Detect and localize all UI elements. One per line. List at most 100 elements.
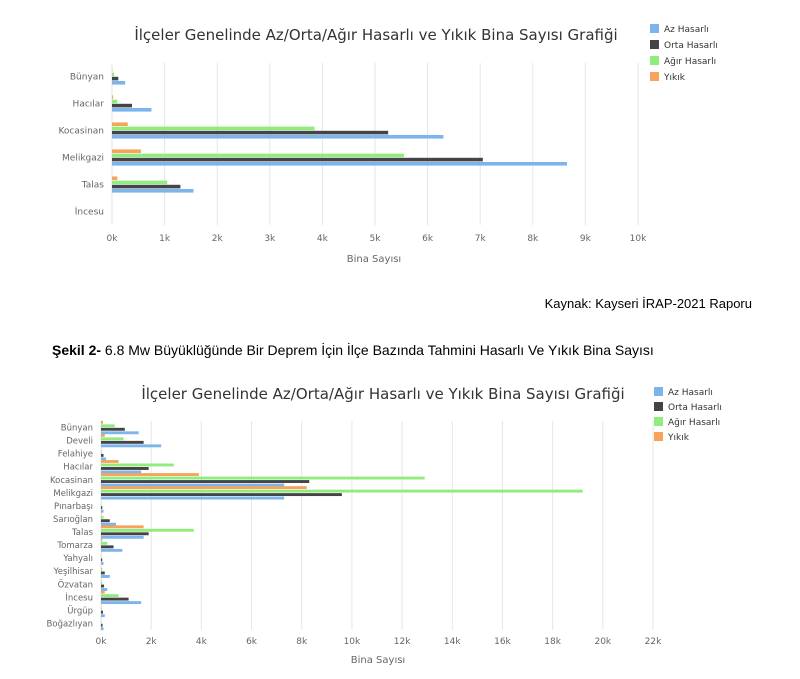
chart-1-category-label-incesu: İncesu <box>75 207 104 218</box>
chart-2-category-label-urgup: Ürgüp <box>67 605 93 616</box>
chart-2-bar-urgup-az-hasarli <box>101 614 105 618</box>
chart-2-bar-tomarza-az-hasarli <box>101 548 123 552</box>
chart-1-bar-kocasinan-orta-hasarli <box>112 130 389 135</box>
chart-2-legend-label-orta-hasarli: Orta Hasarlı <box>668 403 722 413</box>
figure-caption-text: 6.8 Mw Büyüklüğünde Bir Deprem İçin İlçe… <box>101 342 654 358</box>
chart-2-category-label-tomarza: Tomarza <box>56 541 93 551</box>
chart-1-category-label-talas: Talas <box>81 181 105 191</box>
chart-2-bar-melikgazi-yikik <box>101 486 307 490</box>
chart-2-bar-hacilar-yikik <box>101 460 119 463</box>
chart-1-x-tick-label: 1k <box>159 234 171 244</box>
chart-1-category-label-bunyan: Bünyan <box>70 73 104 83</box>
chart-2-category-label-talas: Talas <box>71 528 94 538</box>
figure-caption: Şekil 2- 6.8 Mw Büyüklüğünde Bir Deprem … <box>52 342 654 358</box>
chart-2-bar-felahiye-az-hasarli <box>101 457 107 461</box>
chart-2-bar-incesu-agir-hasarli <box>101 594 119 598</box>
chart-1-x-tick-label: 9k <box>580 234 592 244</box>
chart-2-x-tick-label: 8k <box>296 637 308 647</box>
chart-2-x-tick-label: 10k <box>344 637 361 647</box>
chart-2-bar-tomarza-agir-hasarli <box>101 541 108 545</box>
chart-2-legend-swatch-yikik <box>654 432 663 441</box>
chart-1-x-tick-label: 8k <box>527 234 539 244</box>
chart-2-category-label-incesu: İncesu <box>65 592 93 603</box>
chart-2-bar-talas-agir-hasarli <box>101 528 194 532</box>
chart-2-bar-melikgazi-orta-hasarli <box>101 493 342 497</box>
chart-2-bar-bogazliyan-az-hasarli <box>101 627 104 631</box>
chart-2-bar-sarioglan-yikik <box>101 512 102 516</box>
chart-2-x-tick-label: 0k <box>96 637 108 647</box>
chart-2-bar-bunyan-az-hasarli <box>101 431 139 435</box>
chart-2-bar-pinarbasi-az-hasarli <box>101 509 104 513</box>
chart-2-legend-label-agir-hasarli: Ağır Hasarlı <box>668 418 720 428</box>
chart-2-bar-incesu-orta-hasarli <box>101 597 129 601</box>
source-note: Kaynak: Kayseri İRAP-2021 Raporu <box>544 296 752 311</box>
chart-1-legend-swatch-agir-hasarli <box>650 56 659 65</box>
chart-1-bar-melikgazi-orta-hasarli <box>112 157 483 162</box>
chart-1-bar-hacilar-orta-hasarli <box>112 103 132 108</box>
chart-2-bar-incesu-az-hasarli <box>101 601 142 605</box>
chart-1-bar-hacilar-yikik <box>112 95 114 99</box>
chart-2-legend-label-yikik: Yıkık <box>667 433 690 443</box>
chart-2-bar-kocasinan-agir-hasarli <box>101 476 425 480</box>
chart-2-category-label-felahiye: Felahiye <box>58 450 93 460</box>
chart-1-x-tick-label: 7k <box>475 234 487 244</box>
chart-2-bar-yesilhisar-az-hasarli <box>101 575 110 578</box>
chart-2-bar-bunyan-orta-hasarli <box>101 427 125 431</box>
chart-2-bar-incesu-yikik <box>101 590 105 594</box>
chart-2-x-tick-label: 2k <box>146 637 158 647</box>
chart-1-bar-hacilar-az-hasarli <box>112 108 152 112</box>
chart-2-x-tick-label: 12k <box>394 637 411 647</box>
chart-1-legend-label-agir-hasarli: Ağır Hasarlı <box>664 57 716 67</box>
chart-2-bar-develi-orta-hasarli <box>101 440 144 444</box>
chart-1-bar-kocasinan-yikik <box>112 122 128 126</box>
chart-2-bar-pinarbasi-orta-hasarli <box>101 506 103 510</box>
figure-caption-label: Şekil 2- <box>52 342 102 358</box>
chart-1-category-label-melikgazi: Melikgazi <box>62 154 104 164</box>
chart-1-legend-swatch-az-hasarli <box>650 24 659 33</box>
chart-2-category-label-pinarbasi: Pınarbaşı <box>54 502 93 512</box>
chart-2-bar-bunyan-yikik <box>101 420 104 424</box>
chart-1-bar-bunyan-orta-hasarli <box>112 76 119 81</box>
chart-2-bar-kocasinan-orta-hasarli <box>101 480 310 483</box>
chart-2-category-label-melikgazi: Melikgazi <box>53 489 93 499</box>
chart-1-x-tick-label: 0k <box>107 234 119 244</box>
chart-2-bar-yesilhisar-agir-hasarli <box>101 568 103 571</box>
chart-1-bar-talas-agir-hasarli <box>112 180 168 185</box>
chart-1-x-tick-label: 6k <box>422 234 434 244</box>
chart-1-x-tick-label: 2k <box>212 234 224 244</box>
chart-1-bar-talas-yikik <box>112 176 118 180</box>
chart-2-x-tick-label: 20k <box>594 637 611 647</box>
chart-2-bar-sarioglan-agir-hasarli <box>101 515 104 519</box>
chart-2-bar-kocasinan-yikik <box>101 473 199 476</box>
chart-1-bar-bunyan-az-hasarli <box>112 81 126 85</box>
chart-2-category-label-bogazliyan: Boğazlıyan <box>47 619 93 629</box>
chart-1-bar-bunyan-agir-hasarli <box>112 72 115 77</box>
chart-2-legend-swatch-orta-hasarli <box>654 402 663 411</box>
chart-2-bar-felahiye-orta-hasarli <box>101 453 104 457</box>
chart-2-xlabel: Bina Sayısı <box>351 655 405 666</box>
chart-2-bar-yahyali-agir-hasarli <box>101 554 102 558</box>
chart-2-bar-ozvatan-orta-hasarli <box>101 584 105 588</box>
chart-2-bar-melikgazi-agir-hasarli <box>101 489 583 493</box>
chart-2-bar-develi-agir-hasarli <box>101 437 124 441</box>
chart-2: İlçeler Genelinde Az/Orta/Ağır Hasarlı v… <box>47 384 722 666</box>
chart-2-x-tick-label: 4k <box>196 637 208 647</box>
chart-2-bar-sarioglan-az-hasarli <box>101 522 117 526</box>
chart-1-bar-melikgazi-az-hasarli <box>112 162 567 166</box>
chart-2-bar-bogazliyan-agir-hasarli <box>101 620 102 624</box>
chart-1-category-label-kocasinan: Kocasinan <box>58 127 104 137</box>
chart-1-bar-talas-az-hasarli <box>112 189 194 193</box>
chart-2-bar-develi-yikik <box>101 433 105 437</box>
chart-1-bar-hacilar-agir-hasarli <box>112 99 118 104</box>
chart-2-bar-develi-az-hasarli <box>101 444 162 448</box>
chart-1-x-tick-label: 5k <box>370 234 382 244</box>
chart-2-bar-bunyan-agir-hasarli <box>101 424 115 428</box>
chart-1-x-tick-label: 10k <box>630 234 647 244</box>
chart-2-bar-hacilar-agir-hasarli <box>101 463 174 467</box>
chart-2-bar-melikgazi-az-hasarli <box>101 496 285 500</box>
chart-2-category-label-kocasinan: Kocasinan <box>50 476 93 486</box>
chart-1-legend: Az Hasarlı Orta Hasarlı Ağır Hasarlı Yıkık <box>650 24 718 83</box>
chart-1-legend-label-az-hasarli: Az Hasarlı <box>664 25 709 35</box>
chart-2-bar-yahyali-orta-hasarli <box>101 558 103 562</box>
chart-2-bar-urgup-agir-hasarli <box>101 607 102 611</box>
